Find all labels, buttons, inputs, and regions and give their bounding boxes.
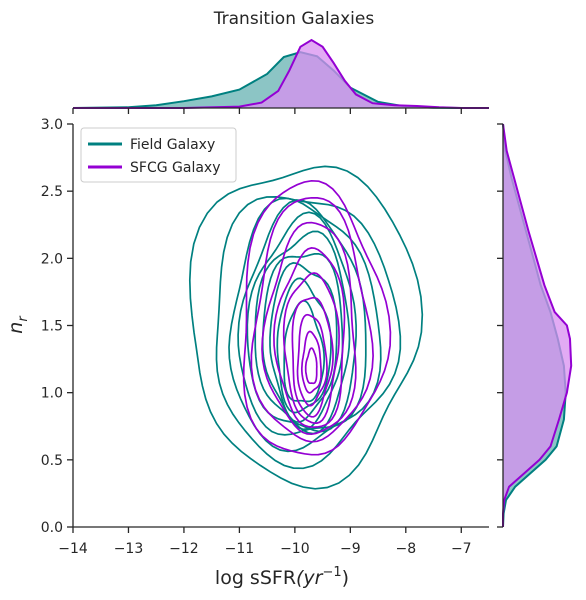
contour-sfcg-2 xyxy=(261,221,357,436)
y-axis-label: nr xyxy=(5,315,31,334)
contour-field-7 xyxy=(269,262,338,423)
contour-sfcg-7 xyxy=(300,330,322,394)
x-axis-label: log sSFR(yr−1) xyxy=(215,565,349,589)
legend-label-field: Field Galaxy xyxy=(130,137,215,153)
x-axis-label-main: log sSFR xyxy=(215,567,296,589)
y-axis-label-main: n xyxy=(5,322,27,334)
x-tick-label: −9 xyxy=(340,541,361,557)
x-axis-label-close: ) xyxy=(342,567,349,589)
axis-labels: log sSFR(yr−1) nr xyxy=(5,315,349,589)
main-axes: −14 −13 −12 −11 −10 −9 −8 −7 0.0 0.5 1.0 1.5 2.0 2.5 3… xyxy=(41,117,489,557)
x-tick-label: −14 xyxy=(58,541,88,557)
main-contour-plot xyxy=(188,165,424,490)
contour-sfcg-3 xyxy=(273,247,346,428)
right-marginal-line-sfcg xyxy=(502,123,573,527)
contour-sfcg-6 xyxy=(296,313,328,407)
legend: Field Galaxy SFCG Galaxy xyxy=(80,127,237,183)
x-tick-label: −8 xyxy=(395,541,416,557)
top-marginal-plot xyxy=(72,38,489,114)
x-axis-label-unit: (yr xyxy=(296,567,324,589)
right-marginal-plot xyxy=(497,123,573,528)
x-axis-label-exponent: −1 xyxy=(322,565,341,580)
y-tick-label: 0.0 xyxy=(41,520,63,536)
chart-title: Transition Galaxies xyxy=(213,9,375,29)
contour-field-4 xyxy=(246,211,357,433)
x-tick-label: −12 xyxy=(169,541,199,557)
contour-field-9 xyxy=(283,299,326,403)
contour-sfcg-4 xyxy=(282,272,340,424)
y-tick-label: 2.0 xyxy=(41,251,63,267)
y-tick-label: 3.0 xyxy=(41,117,63,133)
contour-field-0 xyxy=(188,165,424,490)
y-axis-label-subscript: r xyxy=(16,315,31,322)
x-tick-label: −7 xyxy=(451,541,472,557)
y-tick-label: 0.5 xyxy=(41,453,63,469)
legend-label-sfcg: SFCG Galaxy xyxy=(130,160,220,176)
contour-field-5 xyxy=(254,230,351,435)
x-tick-label: −11 xyxy=(225,541,255,557)
y-tick-label: 1.5 xyxy=(41,319,63,335)
right-marginal-area-sfcg xyxy=(503,124,572,527)
top-marginal-line-sfcg xyxy=(73,38,489,109)
x-tick-label: −13 xyxy=(114,541,144,557)
top-marginal-area-sfcg xyxy=(73,40,489,108)
contour-sfcg-0 xyxy=(242,179,392,456)
y-tick-label: 1.0 xyxy=(41,386,63,402)
contour-sfcg-5 xyxy=(291,296,334,418)
x-tick-label: −10 xyxy=(280,541,310,557)
top-marginal-area-field xyxy=(73,52,489,108)
y-tick-label: 2.5 xyxy=(41,184,63,200)
contour-sfcg-1 xyxy=(250,196,374,443)
contour-sfcg-8 xyxy=(304,347,318,385)
